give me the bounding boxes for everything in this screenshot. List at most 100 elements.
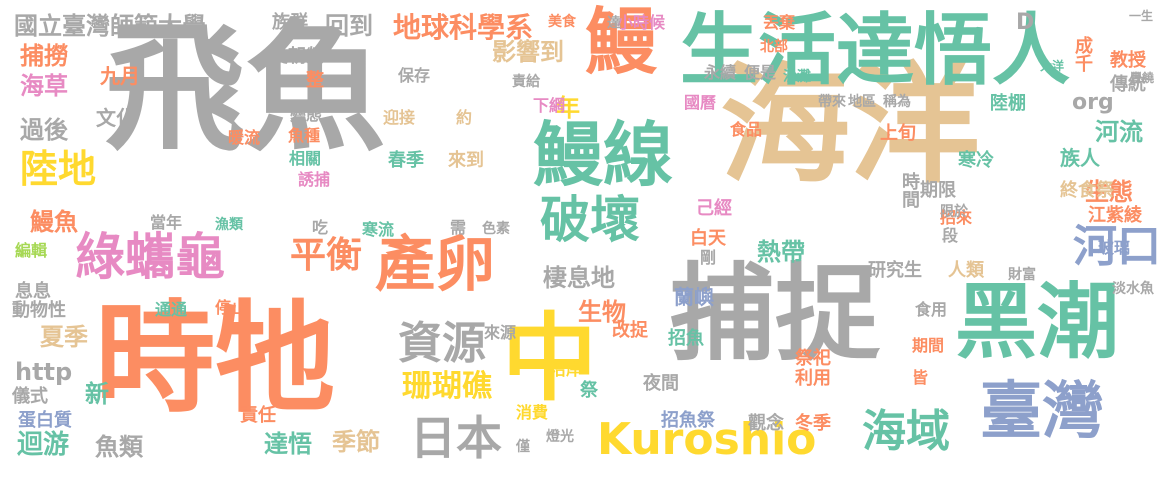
word: 河流	[1095, 118, 1143, 146]
word: 國立臺灣師範大學	[14, 12, 206, 40]
word: 停止	[215, 298, 248, 317]
word: 食用	[915, 300, 948, 319]
word: 九月	[100, 64, 140, 88]
word: 色素	[482, 221, 510, 237]
word: 稱為	[883, 94, 911, 110]
word: 地球科學系	[393, 11, 534, 44]
word: 期限	[920, 180, 956, 201]
word: 熱帶	[757, 238, 805, 266]
word: 息息	[15, 281, 51, 302]
word: 燈光	[546, 429, 574, 445]
word: 達	[605, 15, 621, 29]
word: 教授	[1110, 50, 1146, 71]
word: 夜間	[643, 373, 679, 394]
word: 段	[942, 226, 959, 245]
word: Kuroshio	[597, 414, 817, 465]
word: 陸棚	[990, 93, 1026, 114]
word: 魚類	[95, 433, 143, 461]
word: 上旬	[880, 123, 916, 144]
word: 來源	[484, 323, 517, 342]
word: 改捉	[612, 320, 648, 341]
word: 年	[556, 94, 580, 122]
word: 研究生	[868, 260, 922, 281]
word: 財富	[1008, 267, 1036, 283]
word: 國曆	[684, 93, 717, 112]
word: 黑潮	[955, 275, 1120, 370]
word: 寒流	[362, 220, 395, 239]
word: 寒冷	[958, 150, 994, 171]
word: 食品	[730, 120, 763, 139]
word: 冬季	[795, 413, 831, 434]
word: 約	[456, 108, 473, 127]
word: 白天	[690, 228, 726, 249]
word: 魚種	[288, 126, 321, 145]
word: 中	[502, 304, 598, 414]
word: 生活達悟人	[680, 6, 1071, 96]
word: 整	[306, 70, 324, 91]
word: 相關	[289, 149, 322, 168]
word: 鰻線	[533, 114, 673, 196]
word: 吳朝榮	[270, 46, 324, 67]
word: 小時候	[617, 13, 666, 32]
word: 祭祀	[795, 348, 831, 369]
word: org	[1072, 90, 1114, 115]
word: 誘捕	[298, 170, 331, 189]
word: 剛	[700, 248, 717, 267]
word: 人類	[948, 260, 984, 281]
word: 來到	[448, 150, 484, 171]
word: 棲息地	[543, 264, 615, 292]
word: 江紫綾	[1088, 205, 1142, 226]
word: 漁類	[215, 217, 243, 233]
word: 動物性	[12, 300, 66, 321]
word: 資源	[398, 318, 486, 369]
word: 丟棄	[763, 13, 796, 32]
word: 玻璃	[1098, 238, 1131, 257]
word: 消費	[516, 403, 549, 422]
word: 河口	[1073, 221, 1161, 272]
word: 美食	[548, 14, 576, 30]
word: 時牠	[95, 290, 335, 429]
word: 編輯	[15, 241, 48, 260]
word: 一生	[1129, 9, 1154, 23]
word: 責給	[512, 74, 540, 90]
word: 鰻	[585, 0, 658, 84]
word: 淡水魚	[1112, 281, 1154, 297]
word: 觀念	[748, 413, 784, 434]
word: 迴游	[17, 430, 70, 460]
word: 時間	[899, 172, 920, 208]
word: 海洋	[720, 49, 981, 201]
word: 吃	[312, 218, 329, 237]
word: 北部	[760, 39, 788, 55]
word: 影響到	[492, 38, 564, 66]
word: 日本	[410, 411, 502, 465]
word: 蘭嶼	[674, 285, 714, 309]
word: 便是	[744, 63, 777, 82]
word: 保存	[398, 66, 431, 85]
word: http	[15, 358, 73, 386]
word: 豐饒	[1130, 71, 1155, 85]
word: 當年	[150, 213, 183, 232]
word: 變態	[290, 105, 323, 124]
word: 飛魚	[105, 8, 386, 171]
word: 暖流	[228, 128, 261, 147]
word: 需	[450, 218, 467, 237]
word: 臺灣	[980, 374, 1105, 447]
word: 傳統	[1110, 74, 1146, 95]
word: 捕撈	[20, 42, 68, 70]
word: 責任	[240, 405, 276, 426]
word: 族群	[272, 12, 308, 33]
word: 平衡	[290, 235, 363, 276]
word: 破壞	[540, 191, 640, 249]
word: 陸地	[20, 147, 97, 191]
word: 文化	[96, 106, 136, 130]
word: 永續	[704, 63, 737, 82]
word: 招來	[940, 208, 973, 227]
word: 捕捉	[670, 253, 881, 375]
word: 限於	[940, 204, 968, 220]
word: 族人	[1060, 146, 1100, 170]
word: 達悟	[264, 430, 312, 458]
word: 季節	[332, 428, 380, 456]
word: 下網	[533, 96, 566, 115]
word: 沙灘	[783, 69, 811, 85]
word: 終食祭	[1060, 180, 1114, 201]
